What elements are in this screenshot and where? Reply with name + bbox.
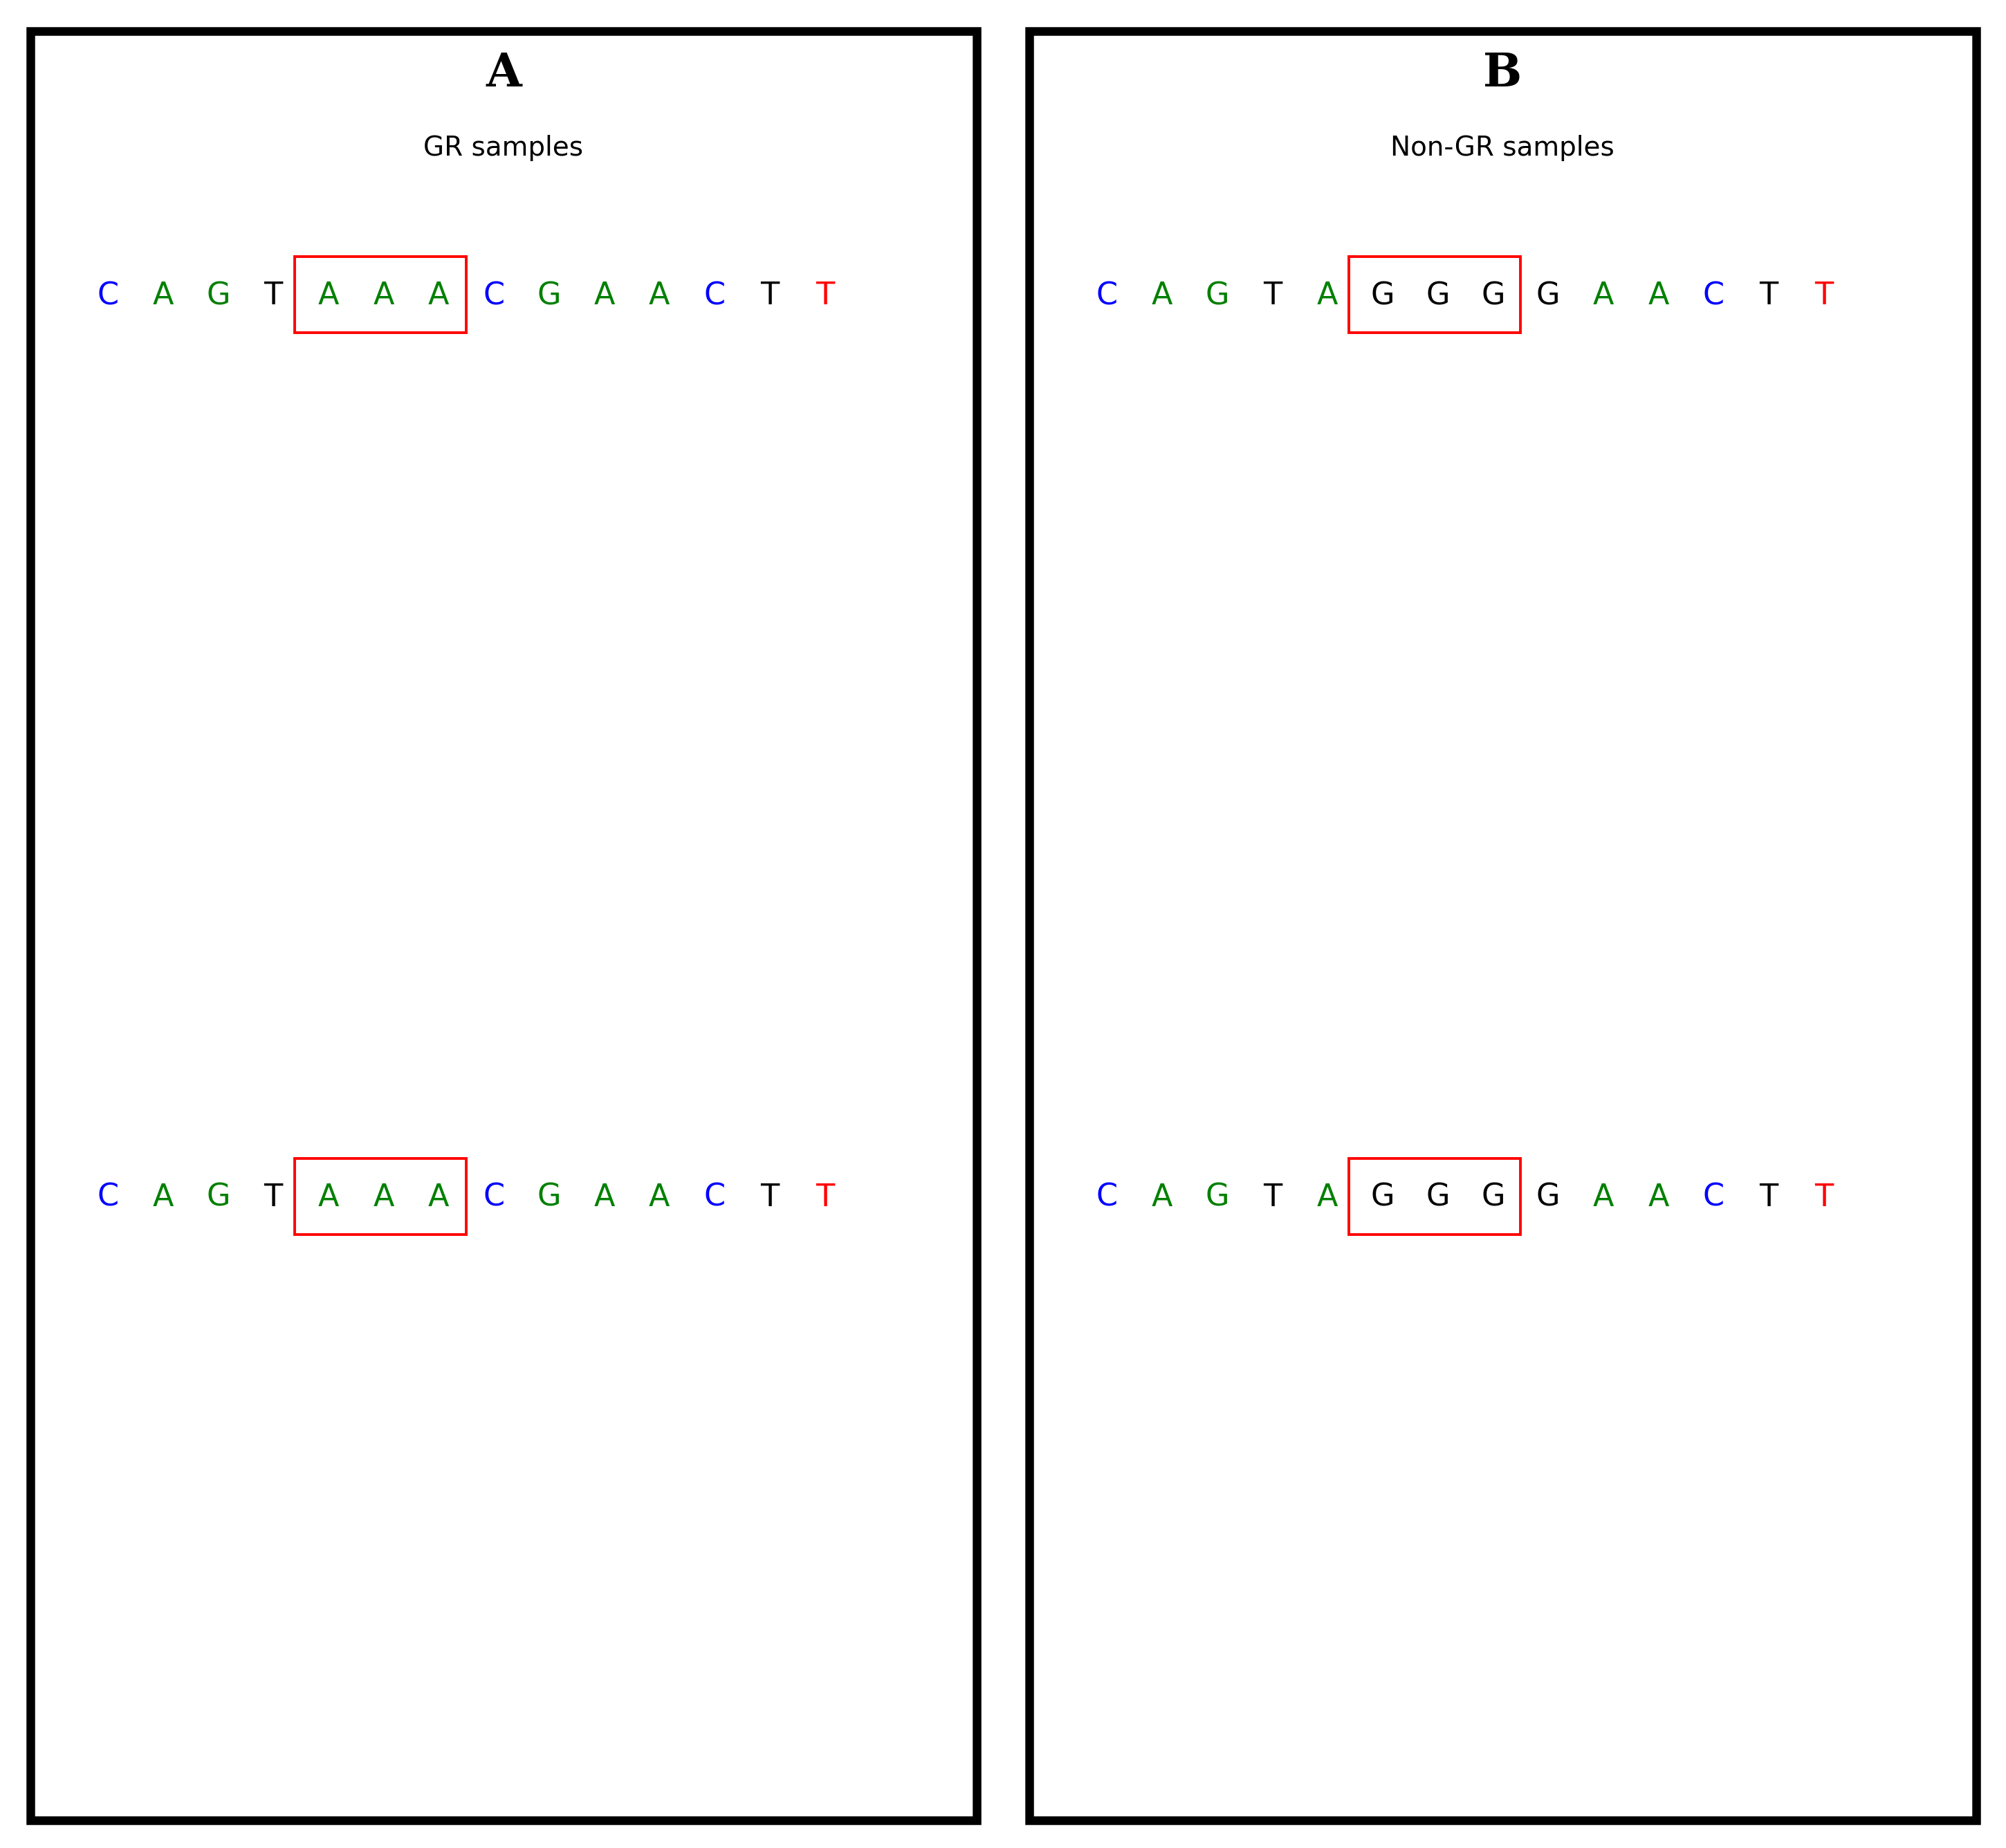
Text: A: A: [1593, 1183, 1615, 1212]
Text: T: T: [1264, 1183, 1282, 1212]
Text: T: T: [265, 281, 283, 310]
Text: G: G: [1206, 281, 1230, 310]
Text: A: A: [1151, 281, 1174, 310]
Text: A: A: [427, 1183, 449, 1212]
Text: T: T: [1759, 281, 1777, 310]
Text: C: C: [1095, 281, 1117, 310]
Text: T: T: [760, 1183, 778, 1212]
Text: A: A: [1316, 281, 1338, 310]
Text: A: A: [1647, 1183, 1669, 1212]
Text: T: T: [1815, 1183, 1833, 1212]
Text: G: G: [1537, 1183, 1561, 1212]
Text: A: A: [485, 52, 522, 96]
Text: G: G: [1537, 281, 1561, 310]
Bar: [1348, 257, 1521, 333]
Text: A: A: [648, 281, 670, 310]
Text: C: C: [96, 281, 118, 310]
Text: G: G: [1480, 281, 1504, 310]
Text: T: T: [816, 281, 834, 310]
Text: Non-GR samples: Non-GR samples: [1390, 135, 1615, 161]
Text: G: G: [207, 281, 231, 310]
Text: A: A: [373, 1183, 395, 1212]
Text: A: A: [152, 281, 175, 310]
Text: T: T: [760, 281, 778, 310]
Text: G: G: [1480, 1183, 1504, 1212]
Text: C: C: [704, 1183, 726, 1212]
Text: G: G: [538, 1183, 562, 1212]
Text: C: C: [1703, 281, 1725, 310]
Text: T: T: [1815, 281, 1833, 310]
Text: A: A: [317, 1183, 339, 1212]
Bar: [295, 1159, 465, 1234]
Text: C: C: [483, 1183, 506, 1212]
Text: C: C: [96, 1183, 118, 1212]
Text: G: G: [538, 281, 562, 310]
Text: T: T: [816, 1183, 834, 1212]
Text: A: A: [1316, 1183, 1338, 1212]
Text: G: G: [1370, 281, 1394, 310]
Text: G: G: [1370, 1183, 1394, 1212]
Text: A: A: [1151, 1183, 1174, 1212]
Text: A: A: [648, 1183, 670, 1212]
Bar: [1348, 1159, 1521, 1234]
Text: G: G: [1206, 1183, 1230, 1212]
Text: G: G: [207, 1183, 231, 1212]
Text: C: C: [704, 281, 726, 310]
Text: C: C: [483, 281, 506, 310]
Text: A: A: [1593, 281, 1615, 310]
Text: GR samples: GR samples: [423, 135, 584, 161]
Text: G: G: [1426, 1183, 1450, 1212]
Text: T: T: [1759, 1183, 1777, 1212]
Text: T: T: [265, 1183, 283, 1212]
Text: A: A: [427, 281, 449, 310]
Text: C: C: [1095, 1183, 1117, 1212]
Text: A: A: [594, 281, 616, 310]
Text: C: C: [1703, 1183, 1725, 1212]
Text: A: A: [317, 281, 339, 310]
Text: A: A: [594, 1183, 616, 1212]
Text: A: A: [373, 281, 395, 310]
Text: B: B: [1482, 52, 1523, 96]
Text: T: T: [1264, 281, 1282, 310]
Text: A: A: [152, 1183, 175, 1212]
Text: G: G: [1426, 281, 1450, 310]
Bar: [295, 257, 465, 333]
Text: A: A: [1647, 281, 1669, 310]
